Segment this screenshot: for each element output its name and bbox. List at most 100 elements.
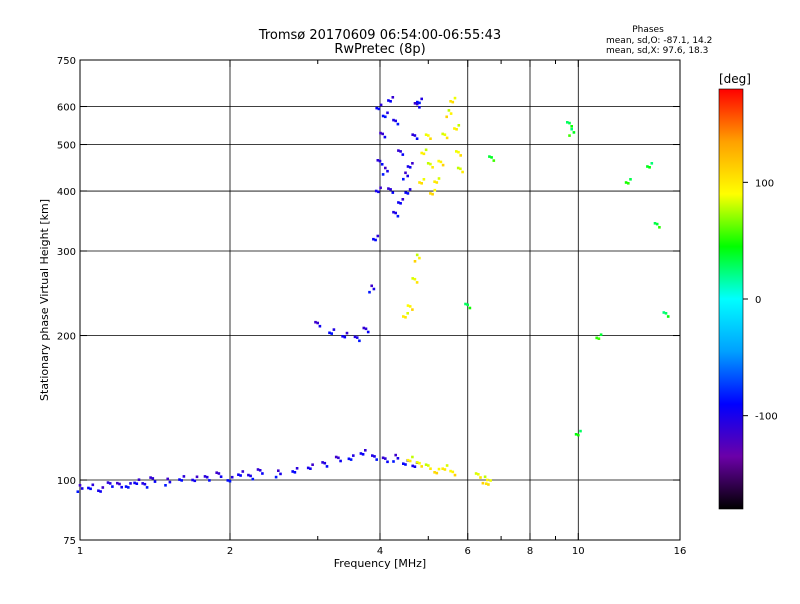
x-tick-label: 16 — [674, 546, 687, 557]
echo-point — [429, 137, 432, 140]
echo-point — [568, 134, 571, 137]
echo-point — [447, 109, 451, 112]
echo-point — [574, 433, 578, 436]
echo-point — [435, 471, 439, 475]
echo-point — [411, 455, 414, 459]
colorbar-ticks: 100 0 -100 — [743, 178, 778, 423]
echo-point — [486, 478, 489, 482]
echo-point — [468, 306, 472, 310]
echo-point — [381, 456, 385, 460]
echo-point — [411, 277, 414, 280]
colorbar-tick-label: 0 — [755, 295, 761, 306]
echo-point — [664, 312, 668, 315]
echo-point — [239, 474, 242, 477]
echo-point — [624, 181, 628, 184]
echo-point — [413, 465, 417, 468]
echo-point — [386, 169, 389, 173]
echo-point — [361, 453, 365, 456]
echo-point — [418, 101, 421, 105]
echo-point — [650, 162, 654, 165]
echo-point — [274, 475, 278, 479]
echo-point — [411, 162, 414, 165]
grid-lines — [80, 60, 680, 540]
echo-point — [422, 178, 426, 181]
x-tick-label: 10 — [572, 546, 585, 557]
echo-point — [370, 284, 373, 288]
echo-point — [91, 483, 95, 487]
echo-point — [392, 460, 395, 463]
echo-point — [451, 470, 455, 474]
echo-point — [334, 455, 338, 459]
echo-point — [437, 159, 440, 163]
echo-point — [420, 151, 423, 155]
colorbar-label: [deg] — [719, 72, 751, 86]
y-axis-label: Stationary phase Virtual Height [km] — [38, 199, 51, 401]
echo-point — [116, 481, 119, 485]
echo-point — [420, 465, 423, 468]
echo-point — [279, 472, 282, 476]
echo-point — [341, 335, 344, 338]
echo-point — [484, 482, 488, 485]
echo-point — [481, 481, 485, 485]
echo-point — [355, 336, 359, 339]
echo-point — [439, 160, 443, 164]
echo-point — [402, 315, 405, 318]
echo-point — [570, 125, 573, 128]
echo-point — [178, 478, 181, 481]
echo-point — [396, 457, 400, 460]
echo-point — [135, 482, 139, 485]
echo-point — [577, 433, 580, 437]
echo-point — [483, 475, 487, 479]
echo-point — [404, 191, 407, 194]
echo-point — [374, 189, 378, 193]
y-tick-label: 400 — [57, 187, 76, 198]
echo-point — [568, 121, 571, 125]
chart-title: Tromsø 20170609 06:54:00-06:55:43 — [258, 28, 501, 43]
echo-point — [127, 486, 130, 489]
echo-point — [372, 237, 375, 241]
echo-point — [381, 114, 385, 118]
echo-point — [309, 467, 312, 470]
x-axis-label: Frequency [MHz] — [334, 557, 426, 570]
echo-point — [392, 118, 395, 122]
echo-point — [380, 163, 384, 166]
echo-point — [437, 467, 441, 471]
echo-point — [228, 479, 232, 483]
echo-point — [655, 222, 659, 226]
echo-point — [99, 490, 102, 493]
echo-point — [406, 312, 409, 315]
echo-point — [359, 452, 363, 455]
echo-point — [195, 475, 199, 479]
echo-point — [191, 478, 194, 482]
echo-point — [457, 124, 461, 127]
echo-point — [120, 485, 123, 489]
chart-subtitle: RwPretec (8p) — [334, 42, 425, 57]
echo-point — [371, 454, 374, 457]
echo-point — [339, 459, 342, 463]
echo-point — [394, 119, 397, 123]
echo-point — [118, 482, 121, 486]
echo-point — [108, 482, 112, 485]
echo-point — [455, 150, 458, 153]
echo-point — [488, 155, 491, 158]
echo-point — [477, 473, 480, 476]
echo-point — [293, 471, 297, 474]
echo-point — [391, 96, 395, 99]
echo-point — [401, 198, 405, 201]
echo-point — [416, 461, 419, 464]
echo-point — [389, 188, 392, 191]
echo-point — [397, 201, 400, 204]
echo-point — [261, 472, 264, 475]
y-tick-label: 300 — [57, 247, 76, 258]
echo-point — [457, 150, 460, 154]
echo-point — [311, 463, 314, 466]
y-tick-label: 600 — [57, 103, 76, 114]
echo-point — [129, 482, 132, 485]
phase-stats-title: Phases — [632, 25, 664, 35]
echo-point — [422, 152, 426, 156]
echo-point — [343, 335, 347, 339]
echo-point — [392, 210, 395, 214]
echo-point — [208, 479, 211, 482]
echo-point — [416, 100, 419, 104]
